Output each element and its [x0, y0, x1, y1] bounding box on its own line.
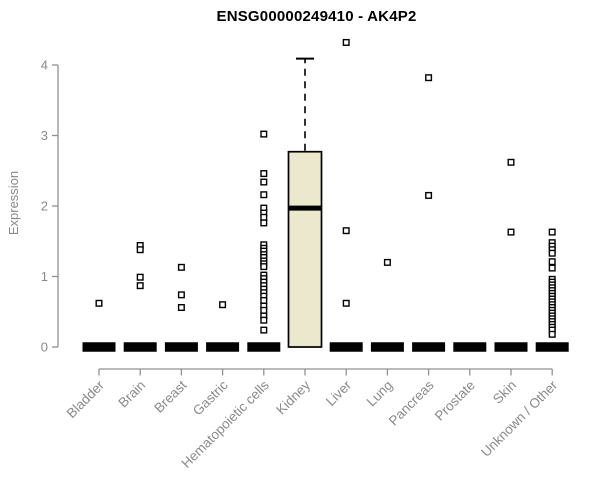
collapsed-box-lung	[370, 342, 404, 352]
x-tick-label-breast: Breast	[151, 377, 189, 415]
outlier-point-hematopoietic-cells	[260, 263, 268, 271]
collapsed-box-bladder	[82, 342, 116, 352]
outlier-point-brain	[136, 282, 144, 290]
outlier-point-unknown-other	[548, 228, 556, 236]
x-tick-label-lung: Lung	[364, 378, 396, 410]
x-tick-label-pancreas: Pancreas	[386, 377, 437, 428]
collapsed-box-breast	[164, 342, 198, 352]
box-kidney	[287, 150, 323, 348]
outlier-point-hematopoietic-cells	[260, 170, 268, 178]
outlier-point-hematopoietic-cells	[260, 326, 268, 334]
outlier-point-liver	[342, 299, 350, 307]
collapsed-box-unknown-other	[535, 342, 569, 352]
x-tick-label-bladder: Bladder	[64, 377, 108, 421]
outlier-point-bladder	[95, 299, 103, 307]
outlier-point-hematopoietic-cells	[260, 130, 268, 138]
outlier-point-unknown-other	[548, 330, 556, 338]
outlier-point-gastric	[219, 301, 227, 309]
outlier-point-breast	[177, 304, 185, 312]
y-tick-label-3: 3	[41, 128, 48, 143]
outlier-point-unknown-other	[548, 258, 556, 266]
outlier-point-hematopoietic-cells	[260, 178, 268, 186]
outlier-point-pancreas	[425, 191, 433, 199]
median-kidney	[288, 205, 322, 211]
collapsed-box-hematopoietic-cells	[247, 342, 281, 352]
outlier-point-breast	[177, 291, 185, 299]
outlier-point-hematopoietic-cells	[260, 316, 268, 324]
collapsed-box-prostate	[453, 342, 487, 352]
collapsed-box-gastric	[206, 342, 240, 352]
outlier-point-hematopoietic-cells	[260, 296, 268, 304]
y-tick-label-0: 0	[41, 340, 48, 355]
y-tick-label-2: 2	[41, 199, 48, 214]
outlier-point-hematopoietic-cells	[260, 219, 268, 227]
x-tick-label-brain: Brain	[115, 378, 148, 411]
outlier-point-liver	[342, 38, 350, 46]
collapsed-box-brain	[123, 342, 157, 352]
outlier-point-hematopoietic-cells	[260, 213, 268, 221]
outlier-point-liver	[342, 227, 350, 235]
collapsed-box-skin	[494, 342, 528, 352]
x-tick-label-unknown-other: Unknown / Other	[478, 377, 561, 460]
outlier-point-brain	[136, 273, 144, 281]
outlier-point-unknown-other	[548, 249, 556, 257]
outlier-point-unknown-other	[548, 264, 556, 272]
outlier-point-pancreas	[425, 74, 433, 82]
outlier-point-skin	[507, 228, 515, 236]
collapsed-box-liver	[329, 342, 363, 352]
chart-title: ENSG00000249410 - AK4P2	[216, 8, 417, 25]
outlier-point-lung	[383, 258, 391, 266]
x-tick-label-prostate: Prostate	[432, 378, 478, 424]
x-tick-label-kidney: Kidney	[273, 377, 313, 417]
collapsed-box-pancreas	[412, 342, 446, 352]
outlier-point-breast	[177, 263, 185, 271]
y-tick-label-1: 1	[41, 269, 48, 284]
x-tick-label-skin: Skin	[490, 378, 519, 407]
outlier-point-hematopoietic-cells	[260, 191, 268, 199]
x-tick-label-liver: Liver	[323, 377, 355, 409]
outlier-point-brain	[136, 246, 144, 254]
x-tick-label-gastric: Gastric	[190, 377, 231, 418]
outlier-point-hematopoietic-cells	[260, 306, 268, 314]
outlier-point-skin	[507, 158, 515, 166]
y-tick-label-4: 4	[41, 58, 48, 73]
